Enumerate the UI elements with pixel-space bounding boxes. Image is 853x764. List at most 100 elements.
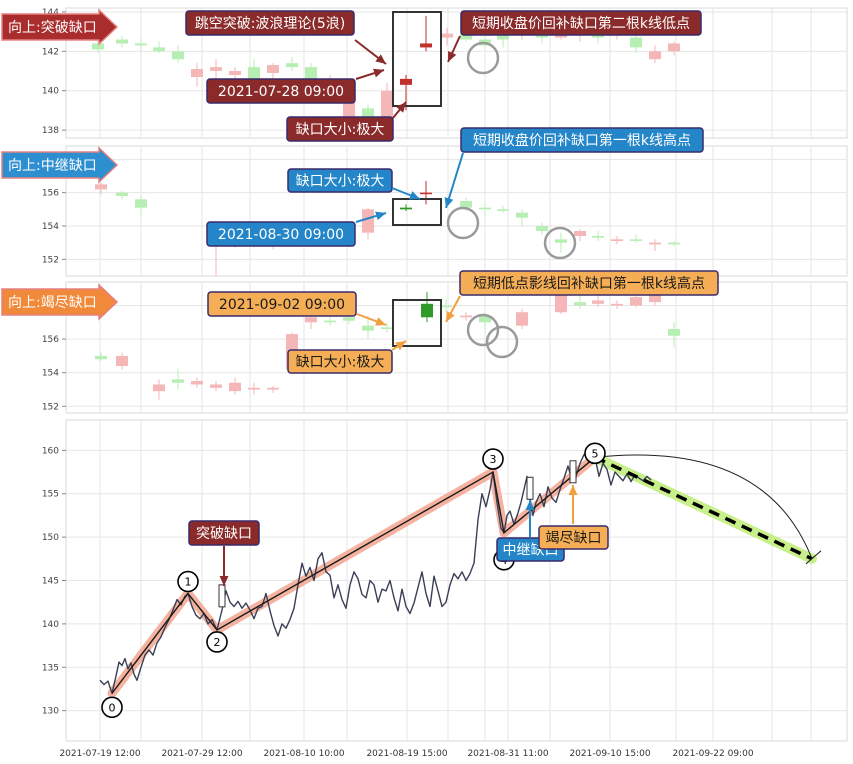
exhaustion-time-callout-box bbox=[207, 291, 357, 317]
breakaway-theory-callout: 跳空突破:波浪理论(5浪) bbox=[195, 16, 346, 32]
breakaway-candle bbox=[191, 69, 203, 77]
exhaustion-fill-marker-2 bbox=[485, 325, 519, 359]
runaway-candle bbox=[649, 242, 661, 245]
breakaway-candle bbox=[649, 51, 661, 60]
breakaway-time-arrow-head bbox=[373, 68, 384, 78]
breakaway-gap-label-arrow-head bbox=[219, 576, 229, 586]
exhaustion-candle bbox=[153, 384, 165, 392]
runaway-note-callout: 短期收盘价回补缺口第一根k线高点 bbox=[473, 132, 691, 149]
exhaustion-gap-label-arrow-head bbox=[568, 485, 578, 495]
breakaway-theory-arrow-head bbox=[375, 54, 386, 64]
forecast-line bbox=[594, 455, 813, 561]
wave-panel-ytick-label: 140 bbox=[42, 620, 59, 630]
runaway-candle bbox=[479, 207, 491, 210]
runaway-note-callout-box bbox=[460, 127, 704, 153]
runaway-candle bbox=[574, 231, 586, 236]
breakaway-note-arrow-head bbox=[448, 51, 457, 62]
wave-point-marker bbox=[101, 696, 123, 719]
exhaustion-candle bbox=[229, 382, 241, 392]
breakaway-gap-box bbox=[392, 11, 442, 107]
exhaustion-note-callout: 短期低点影线回补缺口第一根k线高点 bbox=[473, 275, 705, 292]
breakaway-tag: 向上:突破缺口 bbox=[8, 20, 97, 36]
exhaustion-candle bbox=[267, 387, 279, 390]
runaway-fill-marker-1 bbox=[446, 206, 480, 240]
x-axis-tick-label: 2021-08-31 11:00 bbox=[467, 749, 548, 759]
wave-point-marker bbox=[177, 570, 199, 593]
exhaustion-tag-shape bbox=[1, 283, 119, 321]
wave-panel-ytick-label: 130 bbox=[42, 707, 59, 717]
exhaustion-candle bbox=[191, 381, 203, 385]
exhaustion-gap-label-box bbox=[538, 525, 609, 550]
breakaway-theory-callout-box bbox=[185, 10, 355, 36]
exhaustion-candle bbox=[649, 293, 661, 303]
exhaustion-panel-ytick-label: 156 bbox=[42, 335, 59, 345]
x-axis-tick-label: 2021-09-22 09:00 bbox=[672, 749, 753, 759]
exhaustion-candle bbox=[592, 300, 604, 304]
runaway-tag: 向上:中继缺口 bbox=[8, 158, 97, 174]
wave-point-label: 5 bbox=[592, 447, 599, 460]
runaway-tag-shape bbox=[1, 146, 119, 184]
runaway-candle bbox=[135, 199, 147, 208]
breakaway-tag-shape bbox=[1, 8, 119, 46]
breakaway-candle bbox=[116, 39, 128, 44]
exhaustion-candle bbox=[324, 320, 336, 323]
breakaway-size-callout-box bbox=[286, 116, 394, 142]
exhaustion-time-callout: 2021-09-02 09:00 bbox=[219, 297, 345, 313]
runaway-fill-marker-2 bbox=[543, 226, 577, 260]
runaway-candle bbox=[592, 236, 604, 238]
breakaway-gap-label: 突破缺口 bbox=[196, 526, 252, 542]
forecast-end-tick bbox=[805, 550, 822, 565]
runaway-candle bbox=[497, 209, 509, 211]
breakaway-gap-candle bbox=[400, 78, 412, 85]
breakaway-candle bbox=[92, 43, 104, 50]
x-axis-tick-label: 2021-08-19 15:00 bbox=[366, 749, 447, 759]
wave-point-label: 2 bbox=[214, 636, 221, 649]
breakaway-candle bbox=[229, 71, 241, 75]
exhaustion-candle bbox=[440, 305, 452, 308]
exhaustion-candle bbox=[668, 329, 680, 336]
runaway-candle bbox=[362, 209, 374, 233]
breakaway-candle bbox=[441, 33, 453, 38]
breakaway-candle bbox=[668, 43, 680, 52]
breakaway-candle bbox=[153, 47, 165, 52]
runaway-candle bbox=[460, 201, 472, 208]
breakaway-candle bbox=[267, 65, 279, 73]
exhaustion-panel-ytick-label: 152 bbox=[42, 402, 59, 412]
runaway-panel: 152154156158 bbox=[42, 145, 848, 277]
forecast-arc bbox=[594, 454, 813, 559]
runaway-note-arrow-head bbox=[444, 197, 454, 208]
exhaustion-fill-marker-1 bbox=[466, 313, 500, 347]
exhaustion-tag: 向上:竭尽缺口 bbox=[8, 295, 97, 311]
breakaway-size-callout: 缺口大小:极大 bbox=[296, 122, 385, 138]
x-axis-tick-label: 2021-07-19 12:00 bbox=[59, 749, 140, 759]
exhaustion-candle bbox=[248, 387, 260, 390]
wave-point-marker bbox=[482, 448, 504, 470]
exhaustion-candle bbox=[343, 317, 355, 321]
breakaway-panel: 138 140 142 144 bbox=[42, 7, 848, 139]
wave-panel-ytick-label: 145 bbox=[42, 577, 59, 587]
breakaway-panel-ytick-label: 142 bbox=[42, 47, 59, 57]
exhaustion-time-arrow-head bbox=[375, 317, 386, 326]
exhaustion-note-arrow-head bbox=[446, 311, 455, 322]
exhaustion-candle bbox=[381, 327, 393, 330]
breakaway-candle bbox=[248, 67, 260, 79]
wave-gap-marker bbox=[569, 460, 577, 484]
x-axis-tick-label: 2021-09-10 15:00 bbox=[569, 749, 650, 759]
runaway-time-arrow-head bbox=[375, 211, 386, 221]
wave-panel-ytick-label: 135 bbox=[42, 663, 59, 673]
runaway-panel-ytick-label: 154 bbox=[42, 222, 59, 232]
exhaustion-gap-label: 竭尽缺口 bbox=[546, 531, 602, 547]
breakaway-candle bbox=[362, 108, 374, 119]
breakaway-panel-ytick-label: 138 bbox=[42, 126, 59, 136]
runaway-gap-label-arrow-head bbox=[525, 500, 535, 510]
exhaustion-gap-candle bbox=[421, 303, 433, 318]
exhaustion-panel-ytick-label: 154 bbox=[42, 369, 59, 379]
exhaustion-candle bbox=[611, 303, 623, 306]
runaway-candle bbox=[536, 226, 548, 231]
wave-point-marker bbox=[206, 631, 228, 653]
exhaustion-size-callout: 缺口大小:极大 bbox=[296, 355, 385, 371]
wave-panel-ytick-label: 150 bbox=[42, 533, 59, 543]
exhaustion-candle bbox=[574, 302, 586, 306]
